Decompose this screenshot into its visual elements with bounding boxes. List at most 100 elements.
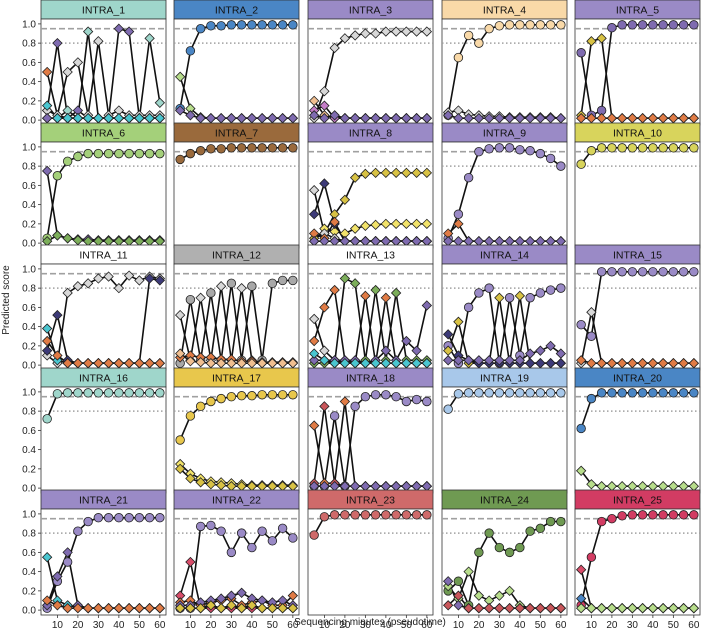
data-point <box>576 159 586 169</box>
data-point <box>556 388 566 398</box>
data-point <box>484 144 494 154</box>
data-point <box>277 143 288 153</box>
data-point <box>453 590 464 601</box>
data-point <box>555 603 567 614</box>
data-point <box>689 510 699 520</box>
data-point <box>504 547 515 558</box>
data-point <box>380 292 392 303</box>
data-point <box>473 603 485 614</box>
data-point <box>627 20 638 30</box>
data-point <box>524 348 536 359</box>
data-point <box>401 26 412 37</box>
data-point <box>648 510 658 520</box>
data-point <box>257 143 267 153</box>
data-point <box>82 278 94 289</box>
data-point <box>195 521 206 532</box>
data-point <box>668 388 679 398</box>
data-point <box>236 528 247 538</box>
panel-intra-9: INTRA_9 <box>441 122 568 249</box>
data-point <box>123 270 135 281</box>
data-point <box>41 595 53 606</box>
data-point <box>586 479 597 490</box>
panel-intra-18: INTRA_18 <box>307 367 434 494</box>
data-point <box>360 220 371 231</box>
data-point <box>216 526 226 536</box>
x-tick-label: 50 <box>668 620 680 631</box>
data-point <box>93 603 104 614</box>
panel-intra-17: INTRA_17 <box>173 367 300 494</box>
data-point <box>463 603 474 614</box>
data-point <box>504 388 515 398</box>
data-point <box>525 293 535 303</box>
data-point <box>226 278 237 289</box>
x-tick-label: 20 <box>205 620 217 631</box>
data-point <box>627 267 638 277</box>
data-point <box>267 20 278 30</box>
data-point <box>535 603 546 614</box>
data-point <box>370 284 381 296</box>
data-point <box>637 20 648 30</box>
data-point <box>545 20 556 30</box>
data-point <box>494 388 505 398</box>
data-point <box>247 391 257 401</box>
data-point <box>504 293 515 303</box>
data-point <box>421 218 433 230</box>
data-point <box>648 388 658 398</box>
data-point <box>380 345 392 356</box>
data-point <box>576 48 586 58</box>
data-point <box>689 388 699 398</box>
data-point <box>494 21 505 31</box>
y-tick-label: 1.0 <box>22 509 36 520</box>
data-point <box>339 396 351 407</box>
data-point <box>82 26 94 37</box>
data-point <box>277 603 288 614</box>
panel-intra-1: INTRA_1 0.0 0.2 0.4 0.6 0.8 1.0 <box>22 0 167 127</box>
y-tick-label: 0.0 <box>22 606 36 617</box>
data-point <box>525 20 535 30</box>
data-point <box>535 388 546 398</box>
data-point <box>349 172 361 183</box>
data-point <box>41 323 53 334</box>
y-tick-label: 0.6 <box>22 303 36 314</box>
data-point <box>514 603 526 614</box>
data-point <box>174 71 186 82</box>
data-point <box>575 564 587 575</box>
data-point <box>658 388 668 398</box>
panel-title: INTRA_16 <box>79 373 128 385</box>
y-tick-label: 0.0 <box>22 361 36 372</box>
panel-title: INTRA_13 <box>346 250 395 262</box>
data-point <box>287 603 299 614</box>
data-point <box>257 390 267 400</box>
data-point <box>586 36 597 47</box>
data-point <box>175 435 185 445</box>
data-point <box>453 600 464 611</box>
data-point <box>82 603 94 614</box>
data-point <box>535 148 546 159</box>
panel-intra-15: INTRA_15 <box>574 244 701 371</box>
data-point <box>103 148 114 159</box>
panel-title: INTRA_8 <box>349 128 392 140</box>
data-point <box>134 513 145 523</box>
panel-frame <box>40 18 167 126</box>
panel-frame <box>574 386 701 494</box>
x-tick-label: 20 <box>606 620 618 631</box>
data-point <box>62 156 73 167</box>
data-point <box>515 542 525 553</box>
data-point <box>535 288 546 298</box>
x-tick-label: 20 <box>339 620 351 631</box>
data-point <box>411 26 422 37</box>
y-tick-label: 0.8 <box>22 162 36 173</box>
x-axis-label: Sequencing minutes (pseudotime) <box>294 617 446 628</box>
data-point <box>226 547 237 558</box>
data-point <box>83 516 93 527</box>
data-point <box>514 355 526 366</box>
panel-intra-16: INTRA_16 0.0 0.2 0.4 0.6 0.8 1.0 <box>22 367 167 495</box>
data-point <box>453 355 464 366</box>
data-point <box>41 100 53 111</box>
data-point <box>535 523 546 534</box>
data-point <box>668 143 679 153</box>
panel-intra-24: INTRA_24 10 20 30 40 50 60 <box>441 489 568 631</box>
panel-frame <box>307 263 434 371</box>
data-point <box>442 110 454 121</box>
data-point <box>195 603 206 614</box>
